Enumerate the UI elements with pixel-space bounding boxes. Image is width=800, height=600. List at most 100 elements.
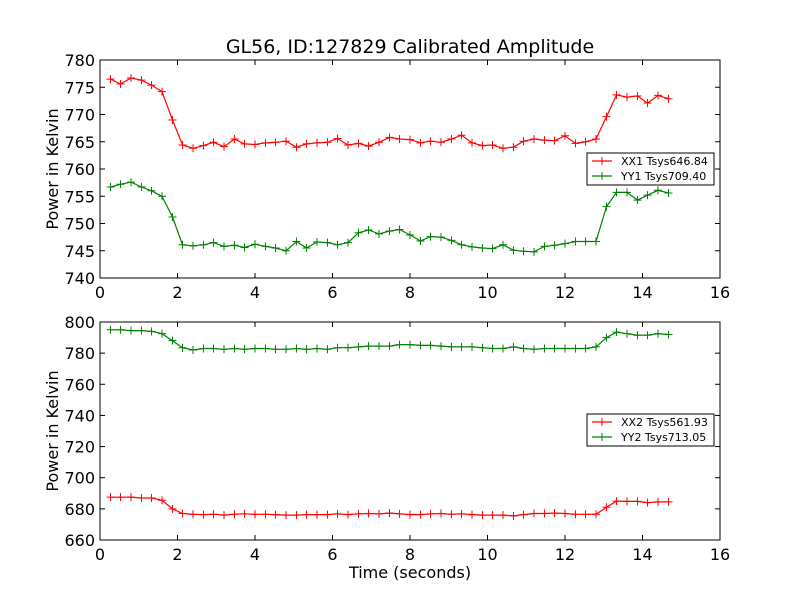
top-series-yy1-point <box>333 240 342 249</box>
bottom-y-tick-label: 780 <box>64 344 95 363</box>
bottom-series-yy2-point <box>395 340 404 349</box>
top-series-yy1-point <box>230 241 239 250</box>
bottom-series-yy2-point <box>313 344 321 353</box>
bottom-series-xx2-point <box>416 510 425 519</box>
bottom-series-yy2-point <box>220 345 228 354</box>
bottom-series-yy2-point <box>271 345 280 354</box>
bottom-series-yy2-point <box>137 326 146 335</box>
bottom-x-tick-label: 14 <box>632 545 652 564</box>
bottom-legend-item-xx2-label: XX2 Tsys561.93 <box>621 416 708 429</box>
bottom-series-xx2-point <box>602 503 611 512</box>
top-series-yy1-point <box>488 244 497 253</box>
bottom-series-yy2-point <box>643 331 652 340</box>
bottom-series-yy2-point <box>488 344 497 353</box>
bottom-series-xx2-point <box>147 493 156 502</box>
bottom-series-xx2-point <box>530 509 538 518</box>
top-series-yy1-point <box>602 202 611 211</box>
top-series-xx1-point <box>499 144 507 153</box>
bottom-x-tick-label: 0 <box>95 545 105 564</box>
top-x-tick-label: 0 <box>95 283 105 302</box>
bottom-x-tick-label: 8 <box>405 545 415 564</box>
bottom-series-xx2-point <box>457 509 466 518</box>
bottom-series-xx2-point <box>344 510 352 519</box>
top-legend: XX1 Tsys646.84 YY1 Tsys709.40 <box>586 152 715 186</box>
bottom-x-tick-label: 16 <box>710 545 730 564</box>
bottom-series-yy2-point <box>509 342 518 351</box>
bottom-series-yy2-point <box>602 333 611 342</box>
top-series-xx1-point <box>488 141 497 150</box>
bottom-series-yy2-point <box>261 344 270 353</box>
top-series-xx1-point <box>550 136 559 145</box>
top-series-xx1-point <box>468 138 476 147</box>
bottom-series-xx2-point <box>354 509 363 518</box>
bottom-series-xx2-point <box>240 509 249 518</box>
bottom-series-yy2-point <box>519 344 528 353</box>
bottom-series-yy2-point <box>561 344 569 353</box>
top-series-xx1-point <box>457 131 466 140</box>
bottom-series-yy2-point <box>364 342 373 351</box>
top-x-tick-label: 2 <box>172 283 182 302</box>
bottom-series-xx2-point <box>395 509 404 518</box>
top-y-tick-label: 775 <box>64 78 95 97</box>
bottom-series-xx2-point <box>158 496 166 505</box>
top-series-yy1-point <box>571 237 580 246</box>
bottom-series-yy2-point <box>302 345 311 354</box>
top-series-yy1-point <box>447 236 456 245</box>
top-series-yy1-point <box>168 212 177 221</box>
bottom-series-yy2-point <box>468 342 476 351</box>
bottom-series-xx2-point <box>612 497 621 506</box>
bottom-series-yy2-point <box>354 342 363 351</box>
bottom-series-yy2-point <box>106 325 115 334</box>
top-series-yy1-point <box>127 178 135 187</box>
top-series-xx1-point <box>292 143 301 152</box>
bottom-series-yy2-point <box>633 331 642 340</box>
top-series-xx1-point <box>478 141 487 150</box>
top-y-tick-label: 745 <box>64 242 95 261</box>
top-series-yy1-point <box>581 237 590 246</box>
top-series-yy1-point <box>437 233 445 242</box>
top-series-xx1-point <box>664 94 673 103</box>
bottom-series-yy2-point <box>592 342 600 351</box>
bottom-series-xx2-point <box>643 498 652 507</box>
top-series-xx1-point <box>261 138 270 147</box>
bottom-series-yy2-point <box>323 345 332 354</box>
bottom-series-xx2-point <box>168 504 177 513</box>
top-series-xx1-point <box>127 73 135 82</box>
top-series-yy1-point <box>499 240 507 249</box>
top-y-tick-label: 765 <box>64 133 95 152</box>
top-series-yy1-point <box>158 192 166 201</box>
top-series-yy1-point <box>416 236 425 245</box>
bottom-series-yy2-point <box>406 340 414 349</box>
bottom-series-yy2-point <box>147 327 156 336</box>
top-series-yy1-point <box>550 241 559 250</box>
top-series-yy1-point <box>623 188 631 197</box>
bottom-series-xx2-point <box>633 497 642 506</box>
bottom-series-yy2-point <box>664 330 673 339</box>
bottom-series-xx2-point <box>540 509 549 518</box>
top-series-xx1-point <box>581 137 590 146</box>
top-x-tick-label: 14 <box>632 283 652 302</box>
bottom-series-yy2-point <box>623 329 631 338</box>
top-x-tick-label: 4 <box>250 283 260 302</box>
top-series-xx1-point <box>333 134 342 143</box>
top-series-yy1-point <box>209 238 218 247</box>
bottom-series-xx2-point <box>385 509 394 518</box>
top-series-xx1-point <box>530 135 538 144</box>
bottom-series-yy2-point <box>571 344 580 353</box>
top-series-xx1-point <box>116 79 125 88</box>
bottom-series-yy2-point <box>189 346 197 355</box>
top-series-xx1-point <box>313 138 321 147</box>
top-y-tick-label: 740 <box>64 269 95 288</box>
top-series-yy1-point <box>178 240 187 249</box>
bottom-series-xx2-point <box>220 511 228 520</box>
top-series-xx1-point <box>602 112 611 121</box>
top-series-yy1-point <box>509 246 518 255</box>
bottom-series-yy2-point <box>437 342 445 351</box>
bottom-series-yy2-point <box>375 342 383 351</box>
bottom-series-yy2-point <box>581 344 590 353</box>
bottom-series-yy2-point <box>612 328 621 337</box>
top-series-xx1-point <box>364 142 373 151</box>
bottom-series-yy2-point <box>240 345 249 354</box>
bottom-series-yy2-point <box>416 341 425 350</box>
